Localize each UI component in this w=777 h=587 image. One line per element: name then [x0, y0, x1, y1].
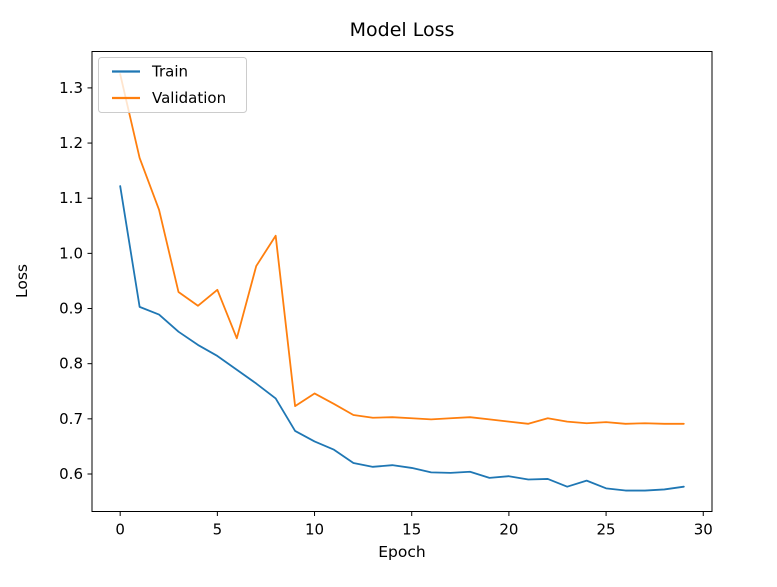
chart-title: Model Loss	[350, 19, 455, 41]
y-tick-label: 1.0	[59, 244, 83, 262]
x-tick-label: 10	[305, 521, 324, 539]
x-tick-label: 25	[597, 521, 616, 539]
train-line	[119, 185, 685, 492]
validation-line	[119, 73, 685, 425]
legend: Train Validation	[98, 57, 247, 113]
y-tick-label: 0.6	[59, 465, 83, 483]
x-axis-label: Epoch	[378, 543, 425, 561]
legend-label-train: Train	[151, 63, 188, 81]
x-tick-label: 30	[694, 521, 713, 539]
x-tick-label: 20	[499, 521, 518, 539]
x-tick-label: 5	[213, 521, 223, 539]
x-tick-label: 15	[402, 521, 421, 539]
y-tick-label: 1.2	[59, 134, 83, 152]
y-tick-label: 0.9	[59, 300, 83, 318]
axes-frame	[91, 51, 713, 512]
y-tick-label: 0.7	[59, 410, 83, 428]
y-tick-label: 1.3	[59, 79, 83, 97]
y-tick-label: 1.1	[59, 189, 83, 207]
y-tick-label: 0.8	[59, 355, 83, 373]
legend-label-validation: Validation	[152, 89, 226, 107]
plot-area: 0 5 10 15 20 25 30 0.6 0.7 0.8 0.9 1.0 1.1 1.2 1.3	[59, 73, 713, 539]
y-axis-label: Loss	[13, 264, 31, 298]
x-tick-label: 0	[115, 521, 125, 539]
